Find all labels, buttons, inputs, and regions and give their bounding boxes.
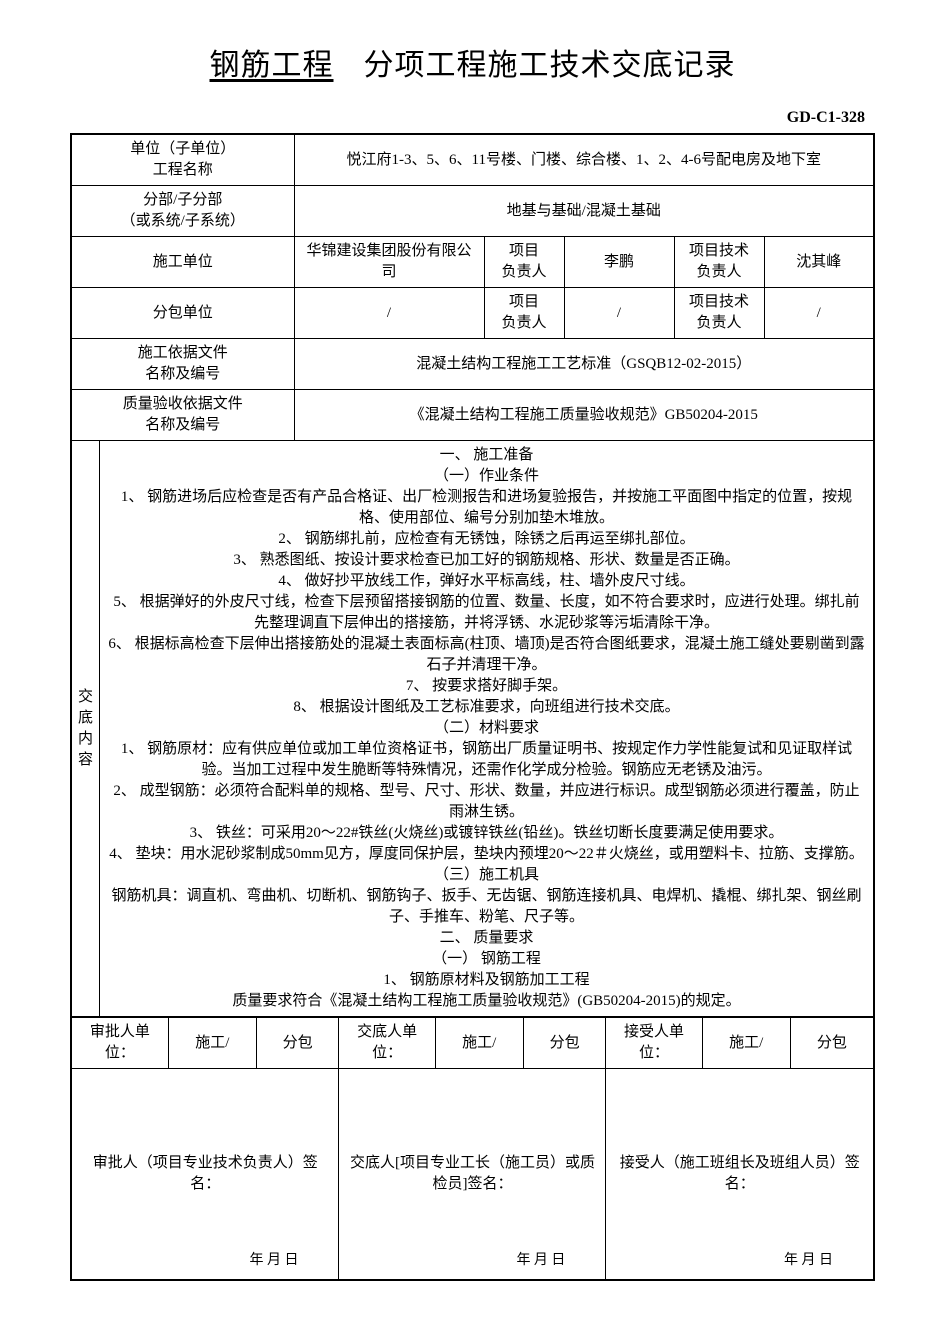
content-line: 质量要求符合《混凝土结构工程施工质量验收规范》(GB50204-2015)的规定… <box>106 991 867 1012</box>
page-title: 钢筋工程分项工程施工技术交底记录 <box>70 40 875 84</box>
sig-block-b-label: 交底人[项目专业工长（施工员）或质检员]签名： <box>350 1155 595 1192</box>
construct-unit-label: 施工单位 <box>71 237 294 288</box>
unit-name-label: 单位（子单位）工程名称 <box>71 134 294 186</box>
sig1-a: 审批人单位： <box>72 1018 168 1069</box>
content-line: 1、 钢筋原材：应有供应单位或加工单位资格证书，钢筋出厂质量证明书、按规定作力学… <box>106 739 867 781</box>
content-line: （三）施工机具 <box>106 865 867 886</box>
section-label: 分部/子分部（或系统/子系统） <box>71 186 294 237</box>
sig-block-c: 接受人（施工班组长及班组人员）签名： 年 月 日 <box>606 1069 873 1279</box>
sig-block-a: 审批人（项目专业技术负责人）签名： 年 月 日 <box>72 1069 339 1279</box>
content-side-label: 交底内容 <box>71 441 100 1017</box>
sig1-b: 施工/ <box>168 1018 256 1069</box>
content-line: 二、 质量要求 <box>106 928 867 949</box>
content-cell: 一、 施工准备（一）作业条件1、 钢筋进场后应检查是否有产品合格证、出厂检测报告… <box>100 441 874 1017</box>
content-line: 3、 铁丝：可采用20～22#铁丝(火烧丝)或镀锌铁丝(铅丝)。铁丝切断长度要满… <box>106 823 867 844</box>
title-rest: 分项工程施工技术交底记录 <box>364 49 736 82</box>
content-line: 2、 成型钢筋：必须符合配料单的规格、型号、尺寸、形状、数量，并应进行标识。成型… <box>106 781 867 823</box>
sig2-b: 施工/ <box>435 1018 523 1069</box>
basis-doc-value: 混凝土结构工程施工工艺标准（GSQB12-02-2015） <box>294 339 874 390</box>
construct-unit-value: 华锦建设集团股份有限公司 <box>294 237 484 288</box>
content-line: 1、 钢筋原材料及钢筋加工工程 <box>106 970 867 991</box>
content-line: 3、 熟悉图纸、按设计要求检查已加工好的钢筋规格、形状、数量是否正确。 <box>106 550 867 571</box>
content-line: 4、 垫块：用水泥砂浆制成50mm见方，厚度同保护层，垫块内预埋20～22＃火烧… <box>106 844 867 865</box>
sig3-b: 施工/ <box>702 1018 790 1069</box>
sig-block-b: 交底人[项目专业工长（施工员）或质检员]签名： 年 月 日 <box>339 1069 606 1279</box>
content-line: （一） 钢筋工程 <box>106 949 867 970</box>
tech-leader-value: 沈其峰 <box>764 237 874 288</box>
proj-leader-label: 项目负责人 <box>484 237 564 288</box>
sig-date-b: 年 月 日 <box>516 1251 565 1271</box>
content-line: 1、 钢筋进场后应检查是否有产品合格证、出厂检测报告和进场复验报告，并按施工平面… <box>106 487 867 529</box>
sub-tech-leader-value: / <box>764 288 874 339</box>
content-line: （二）材料要求 <box>106 718 867 739</box>
content-line: 2、 钢筋绑扎前，应检查有无锈蚀，除锈之后再运至绑扎部位。 <box>106 529 867 550</box>
content-line: 7、 按要求搭好脚手架。 <box>106 676 867 697</box>
title-underlined: 钢筋工程 <box>210 49 364 82</box>
sub-proj-leader-value: / <box>564 288 674 339</box>
sig3-c: 分包 <box>790 1018 873 1069</box>
sig-block-c-label: 接受人（施工班组长及班组人员）签名： <box>620 1155 860 1192</box>
sig-date-a: 年 月 日 <box>249 1251 298 1271</box>
sig3-a: 接受人单位： <box>606 1018 702 1069</box>
subcontract-label: 分包单位 <box>71 288 294 339</box>
sig-block-a-label: 审批人（项目专业技术负责人）签名： <box>93 1155 318 1192</box>
quality-doc-value: 《混凝土结构工程施工质量验收规范》GB50204-2015 <box>294 390 874 441</box>
content-line: 8、 根据设计图纸及工艺标准要求，向班组进行技术交底。 <box>106 697 867 718</box>
tech-leader-label: 项目技术负责人 <box>674 237 764 288</box>
sig2-a: 交底人单位： <box>339 1018 435 1069</box>
sig1-c: 分包 <box>256 1018 339 1069</box>
main-table: 单位（子单位）工程名称 悦江府1-3、5、6、11号楼、门楼、综合楼、1、2、4… <box>70 133 875 1281</box>
unit-name-value: 悦江府1-3、5、6、11号楼、门楼、综合楼、1、2、4-6号配电房及地下室 <box>294 134 874 186</box>
content-line: 一、 施工准备 <box>106 445 867 466</box>
sig2-c: 分包 <box>523 1018 606 1069</box>
proj-leader-value: 李鹏 <box>564 237 674 288</box>
content-line: 5、 根据弹好的外皮尺寸线，检查下层预留搭接钢筋的位置、数量、长度，如不符合要求… <box>106 592 867 634</box>
quality-doc-label: 质量验收依据文件名称及编号 <box>71 390 294 441</box>
sub-proj-leader-label: 项目负责人 <box>484 288 564 339</box>
sig-date-c: 年 月 日 <box>784 1251 833 1271</box>
section-value: 地基与基础/混凝土基础 <box>294 186 874 237</box>
basis-doc-label: 施工依据文件名称及编号 <box>71 339 294 390</box>
subcontract-value: / <box>294 288 484 339</box>
content-line: 钢筋机具：调直机、弯曲机、切断机、钢筋钩子、扳手、无齿锯、钢筋连接机具、电焊机、… <box>106 886 867 928</box>
content-line: （一）作业条件 <box>106 466 867 487</box>
doc-code: GD-C1-328 <box>70 109 875 127</box>
sub-tech-leader-label: 项目技术负责人 <box>674 288 764 339</box>
content-line: 4、 做好抄平放线工作，弹好水平标高线，柱、墙外皮尺寸线。 <box>106 571 867 592</box>
content-line: 6、 根据标高检查下层伸出搭接筋处的混凝土表面标高(柱顶、墙顶)是否符合图纸要求… <box>106 634 867 676</box>
